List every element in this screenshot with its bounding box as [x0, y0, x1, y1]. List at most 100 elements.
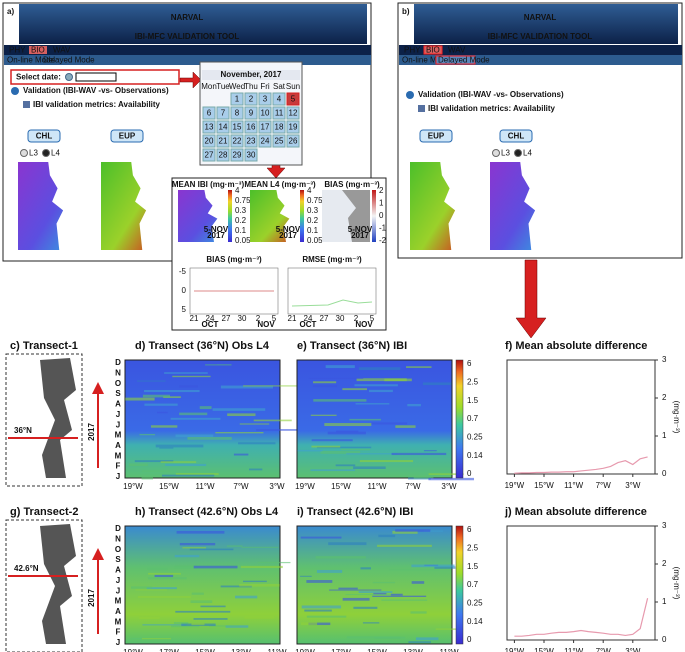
calendar-header	[202, 70, 300, 80]
day-cell[interactable]	[272, 120, 286, 134]
heatmap-streak	[407, 403, 421, 407]
heatmap-streak	[174, 565, 198, 569]
heatmap-streak	[238, 442, 276, 445]
heatmap-streak	[134, 460, 174, 463]
day-cell[interactable]	[216, 148, 230, 162]
day-cell[interactable]	[244, 92, 258, 106]
day-cell[interactable]	[286, 134, 300, 148]
day-cell[interactable]	[230, 134, 244, 148]
day-cell[interactable]	[202, 134, 216, 148]
heatmap-streak	[142, 624, 187, 626]
day-cell[interactable]	[244, 120, 258, 134]
colorbar-label: 0.25	[467, 598, 483, 607]
x-tick-label: 7°W	[233, 482, 249, 491]
heatmap-streak	[308, 622, 331, 626]
weekday: Thu	[244, 82, 258, 91]
day-cell[interactable]	[230, 106, 244, 120]
day-cell[interactable]	[244, 106, 258, 120]
month-label: J	[116, 420, 120, 429]
day-cell[interactable]	[244, 148, 258, 162]
heatmap-streak	[359, 460, 414, 463]
day-cell[interactable]	[216, 106, 230, 120]
month-label: J	[116, 472, 120, 481]
heatmap-streak	[353, 466, 386, 469]
heatmap-streak	[243, 385, 299, 387]
heatmap-streak	[139, 616, 160, 619]
tab: PHY	[404, 46, 421, 55]
heatmap-streak	[381, 599, 428, 601]
radio[interactable]	[20, 149, 28, 157]
colorbar	[228, 190, 232, 242]
month-label: N	[115, 368, 121, 377]
app-title: NARVAL	[171, 13, 204, 22]
day-cell[interactable]	[216, 120, 230, 134]
info-icon	[65, 73, 73, 81]
x-tick-label: 11°W	[267, 648, 287, 652]
x-tick-label: 21	[190, 314, 199, 323]
day-cell[interactable]	[286, 120, 300, 134]
radio[interactable]	[514, 149, 522, 157]
colorbar-label: 0.25	[467, 432, 483, 441]
day-cell[interactable]	[272, 106, 286, 120]
y-tick-label: 1	[662, 431, 667, 440]
chart-title: j) Mean absolute difference	[504, 506, 647, 518]
radio[interactable]	[42, 149, 50, 157]
day-cell[interactable]	[230, 148, 244, 162]
day-cell[interactable]	[258, 92, 272, 106]
day-cell[interactable]	[258, 106, 272, 120]
heatmap-streak	[328, 542, 367, 546]
heatmap-streak	[129, 463, 148, 467]
day-cell[interactable]	[286, 106, 300, 120]
day-cell[interactable]	[272, 92, 286, 106]
app-subtitle: IBI-MFC VALIDATION TOOL	[488, 32, 593, 41]
day-cell[interactable]	[230, 92, 244, 106]
variable-button[interactable]	[27, 129, 61, 143]
heatmap-streak	[338, 587, 358, 590]
heatmap-streak	[311, 445, 341, 448]
heatmap-streak	[390, 593, 403, 596]
day: 3	[263, 95, 268, 104]
heatmap-streak	[355, 403, 390, 405]
day: 15	[233, 123, 242, 132]
colorbar-label: 0.7	[467, 580, 479, 589]
variable-button[interactable]	[419, 129, 453, 143]
heatmap-streak	[138, 596, 191, 598]
arrow	[179, 71, 202, 89]
x-tick-label: 11°W	[439, 648, 459, 652]
heatmap-streak	[168, 363, 217, 365]
day-cell[interactable]	[230, 120, 244, 134]
day-cell[interactable]	[216, 134, 230, 148]
day-cell[interactable]	[258, 120, 272, 134]
day-cell[interactable]	[202, 120, 216, 134]
heatmap-streak	[406, 366, 432, 368]
x-tick-label: 11°W	[564, 481, 584, 490]
colorbar-label: 1	[379, 199, 384, 208]
x-tick-label: 2	[354, 314, 359, 323]
day-cell[interactable]	[202, 148, 216, 162]
day-cell[interactable]	[202, 106, 216, 120]
heatmap-streak	[371, 422, 408, 425]
button-label: EUP	[428, 132, 445, 141]
metrics-text: IBI validation metrics: Availability	[33, 100, 161, 109]
heatmap-streak	[340, 448, 371, 451]
heatmap-streak	[193, 618, 228, 620]
variable-button[interactable]	[499, 129, 533, 143]
variable-button[interactable]	[110, 129, 144, 143]
day-cell[interactable]	[272, 134, 286, 148]
day-cell[interactable]	[244, 134, 258, 148]
day: 29	[233, 151, 242, 160]
day: 5	[291, 95, 296, 104]
heatmap-streak	[428, 473, 464, 476]
radio[interactable]	[492, 149, 500, 157]
x-month-label: OCT	[202, 320, 219, 329]
heatmap-streak	[208, 625, 240, 627]
colorbar-label: 2.5	[467, 377, 479, 386]
heatmap-streak	[372, 581, 396, 584]
date-input	[75, 72, 117, 82]
day-cell[interactable]	[258, 134, 272, 148]
heatmap-streak	[391, 452, 447, 456]
heatmap-streak	[413, 476, 434, 479]
day-cell[interactable]	[286, 92, 300, 106]
mode-tab: Delayed Mode	[43, 56, 95, 65]
